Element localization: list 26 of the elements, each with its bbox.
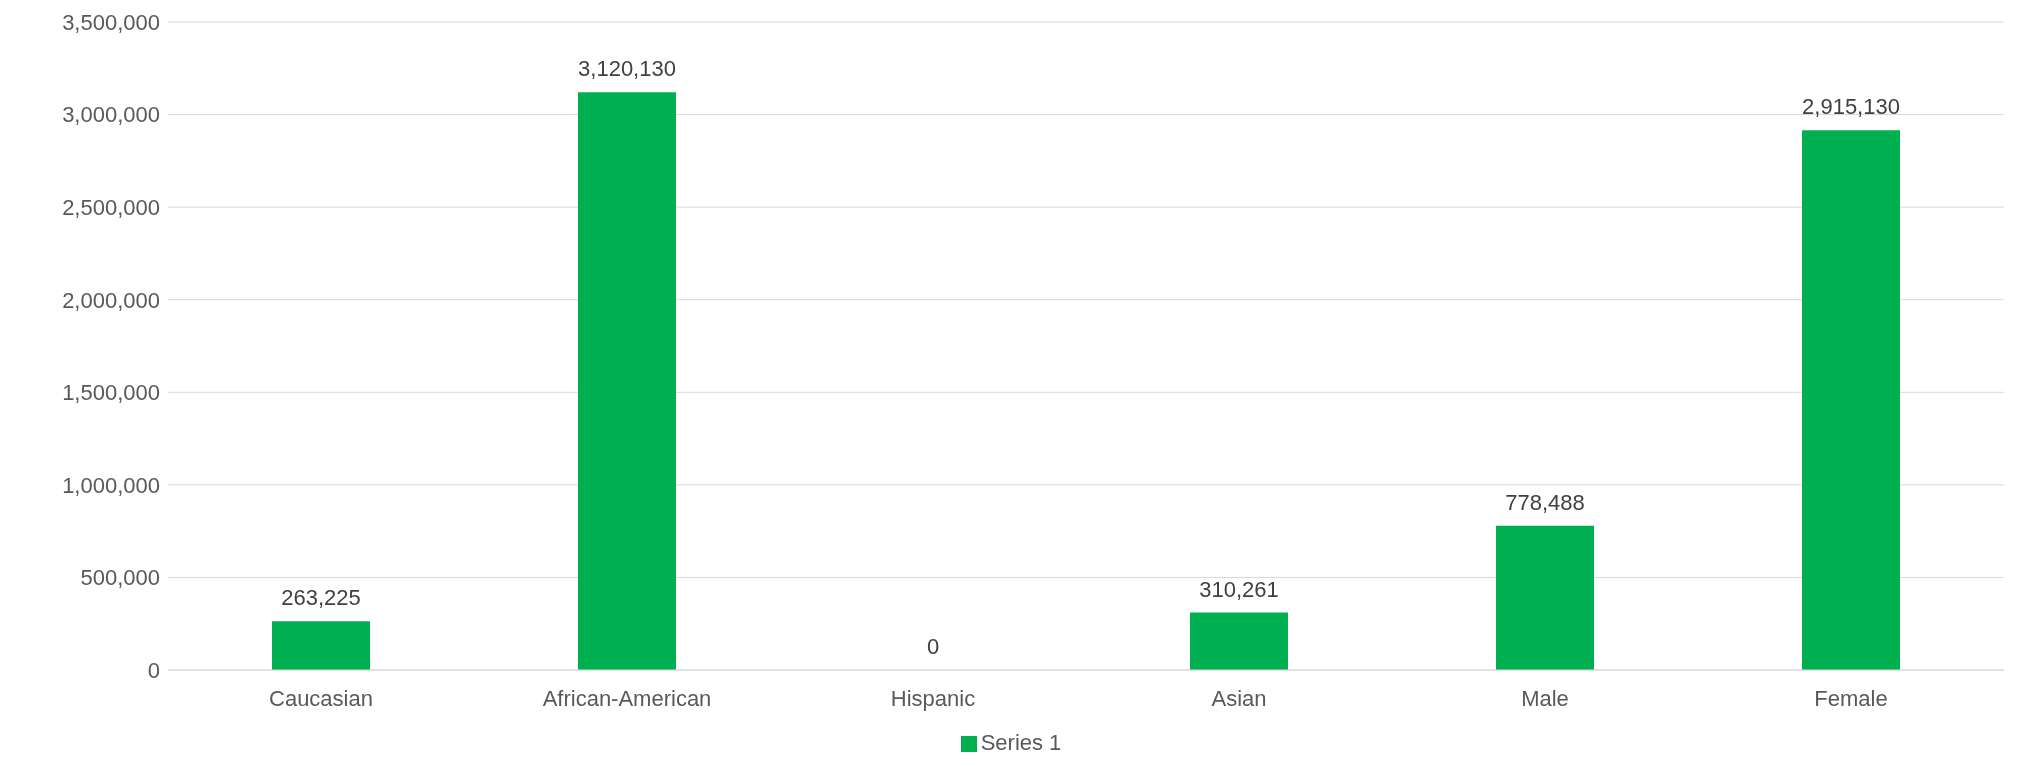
y-tick-label: 1,500,000 (62, 380, 160, 406)
x-tick-label: African-American (542, 685, 712, 711)
bar (578, 92, 676, 670)
bar (1496, 525, 1594, 670)
x-tick-label: Asian (1211, 685, 1267, 711)
y-tick-label: 0 (147, 657, 160, 683)
x-tick-label: Female (1814, 685, 1888, 711)
y-tick-label: 3,000,000 (62, 102, 160, 128)
data-label: 3,120,130 (578, 56, 676, 82)
y-tick-label: 3,500,000 (62, 9, 160, 35)
y-tick-label: 1,000,000 (62, 472, 160, 498)
x-tick-label: Male (1521, 685, 1569, 711)
bar (272, 621, 370, 670)
legend-label: Series 1 (980, 730, 1062, 755)
bar (1190, 612, 1288, 670)
data-label: 778,488 (1505, 489, 1585, 515)
data-label: 310,261 (1199, 576, 1279, 602)
data-label: 2,915,130 (1802, 94, 1900, 120)
x-tick-label: Hispanic (890, 685, 976, 711)
y-tick-label: 2,500,000 (62, 194, 160, 220)
bar (1802, 130, 1900, 670)
y-tick-label: 2,000,000 (62, 287, 160, 313)
data-label: 263,225 (281, 585, 361, 611)
y-tick-label: 500,000 (80, 565, 160, 591)
x-tick-label: Caucasian (269, 685, 373, 711)
data-label: 0 (926, 634, 940, 659)
